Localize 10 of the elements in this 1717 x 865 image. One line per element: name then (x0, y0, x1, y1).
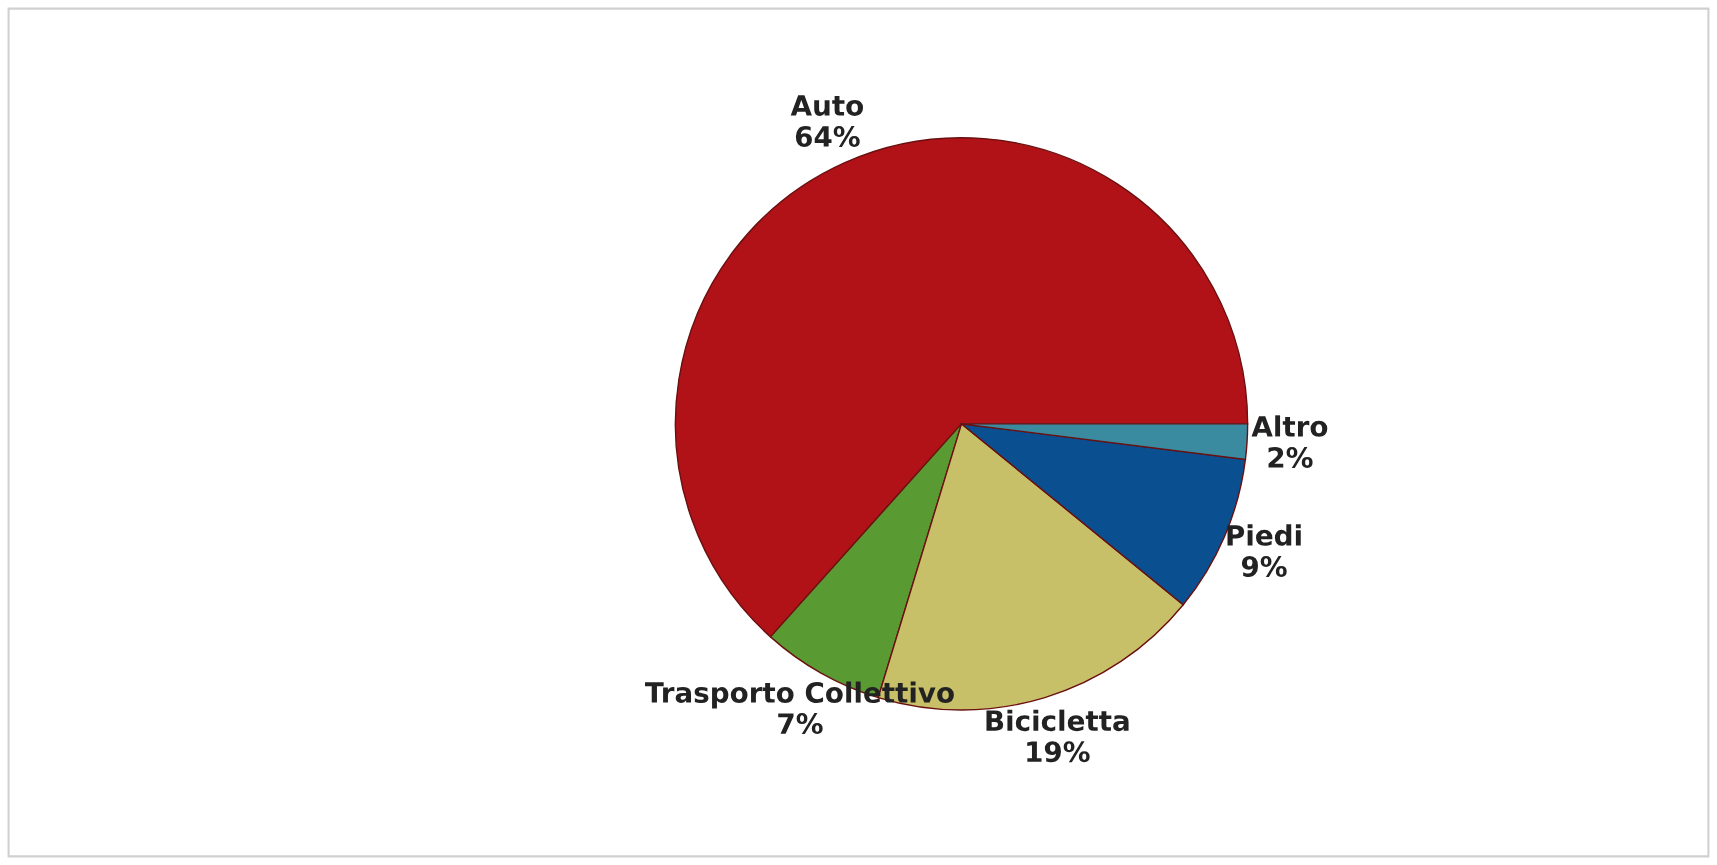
slice-label: Bicicletta (986, 709, 1129, 732)
slice-label: Altro (1251, 415, 1328, 437)
data-label: 7% (778, 713, 823, 735)
slice-label: Auto (790, 95, 863, 116)
slice-label: Piedi (1227, 524, 1301, 546)
data-label: 64% (795, 126, 860, 148)
data-label: 9% (1241, 555, 1287, 577)
data-label: 19% (1027, 741, 1090, 763)
slice-label: Trasporto Collettivo (645, 681, 954, 709)
data-label: 2% (1268, 446, 1313, 468)
